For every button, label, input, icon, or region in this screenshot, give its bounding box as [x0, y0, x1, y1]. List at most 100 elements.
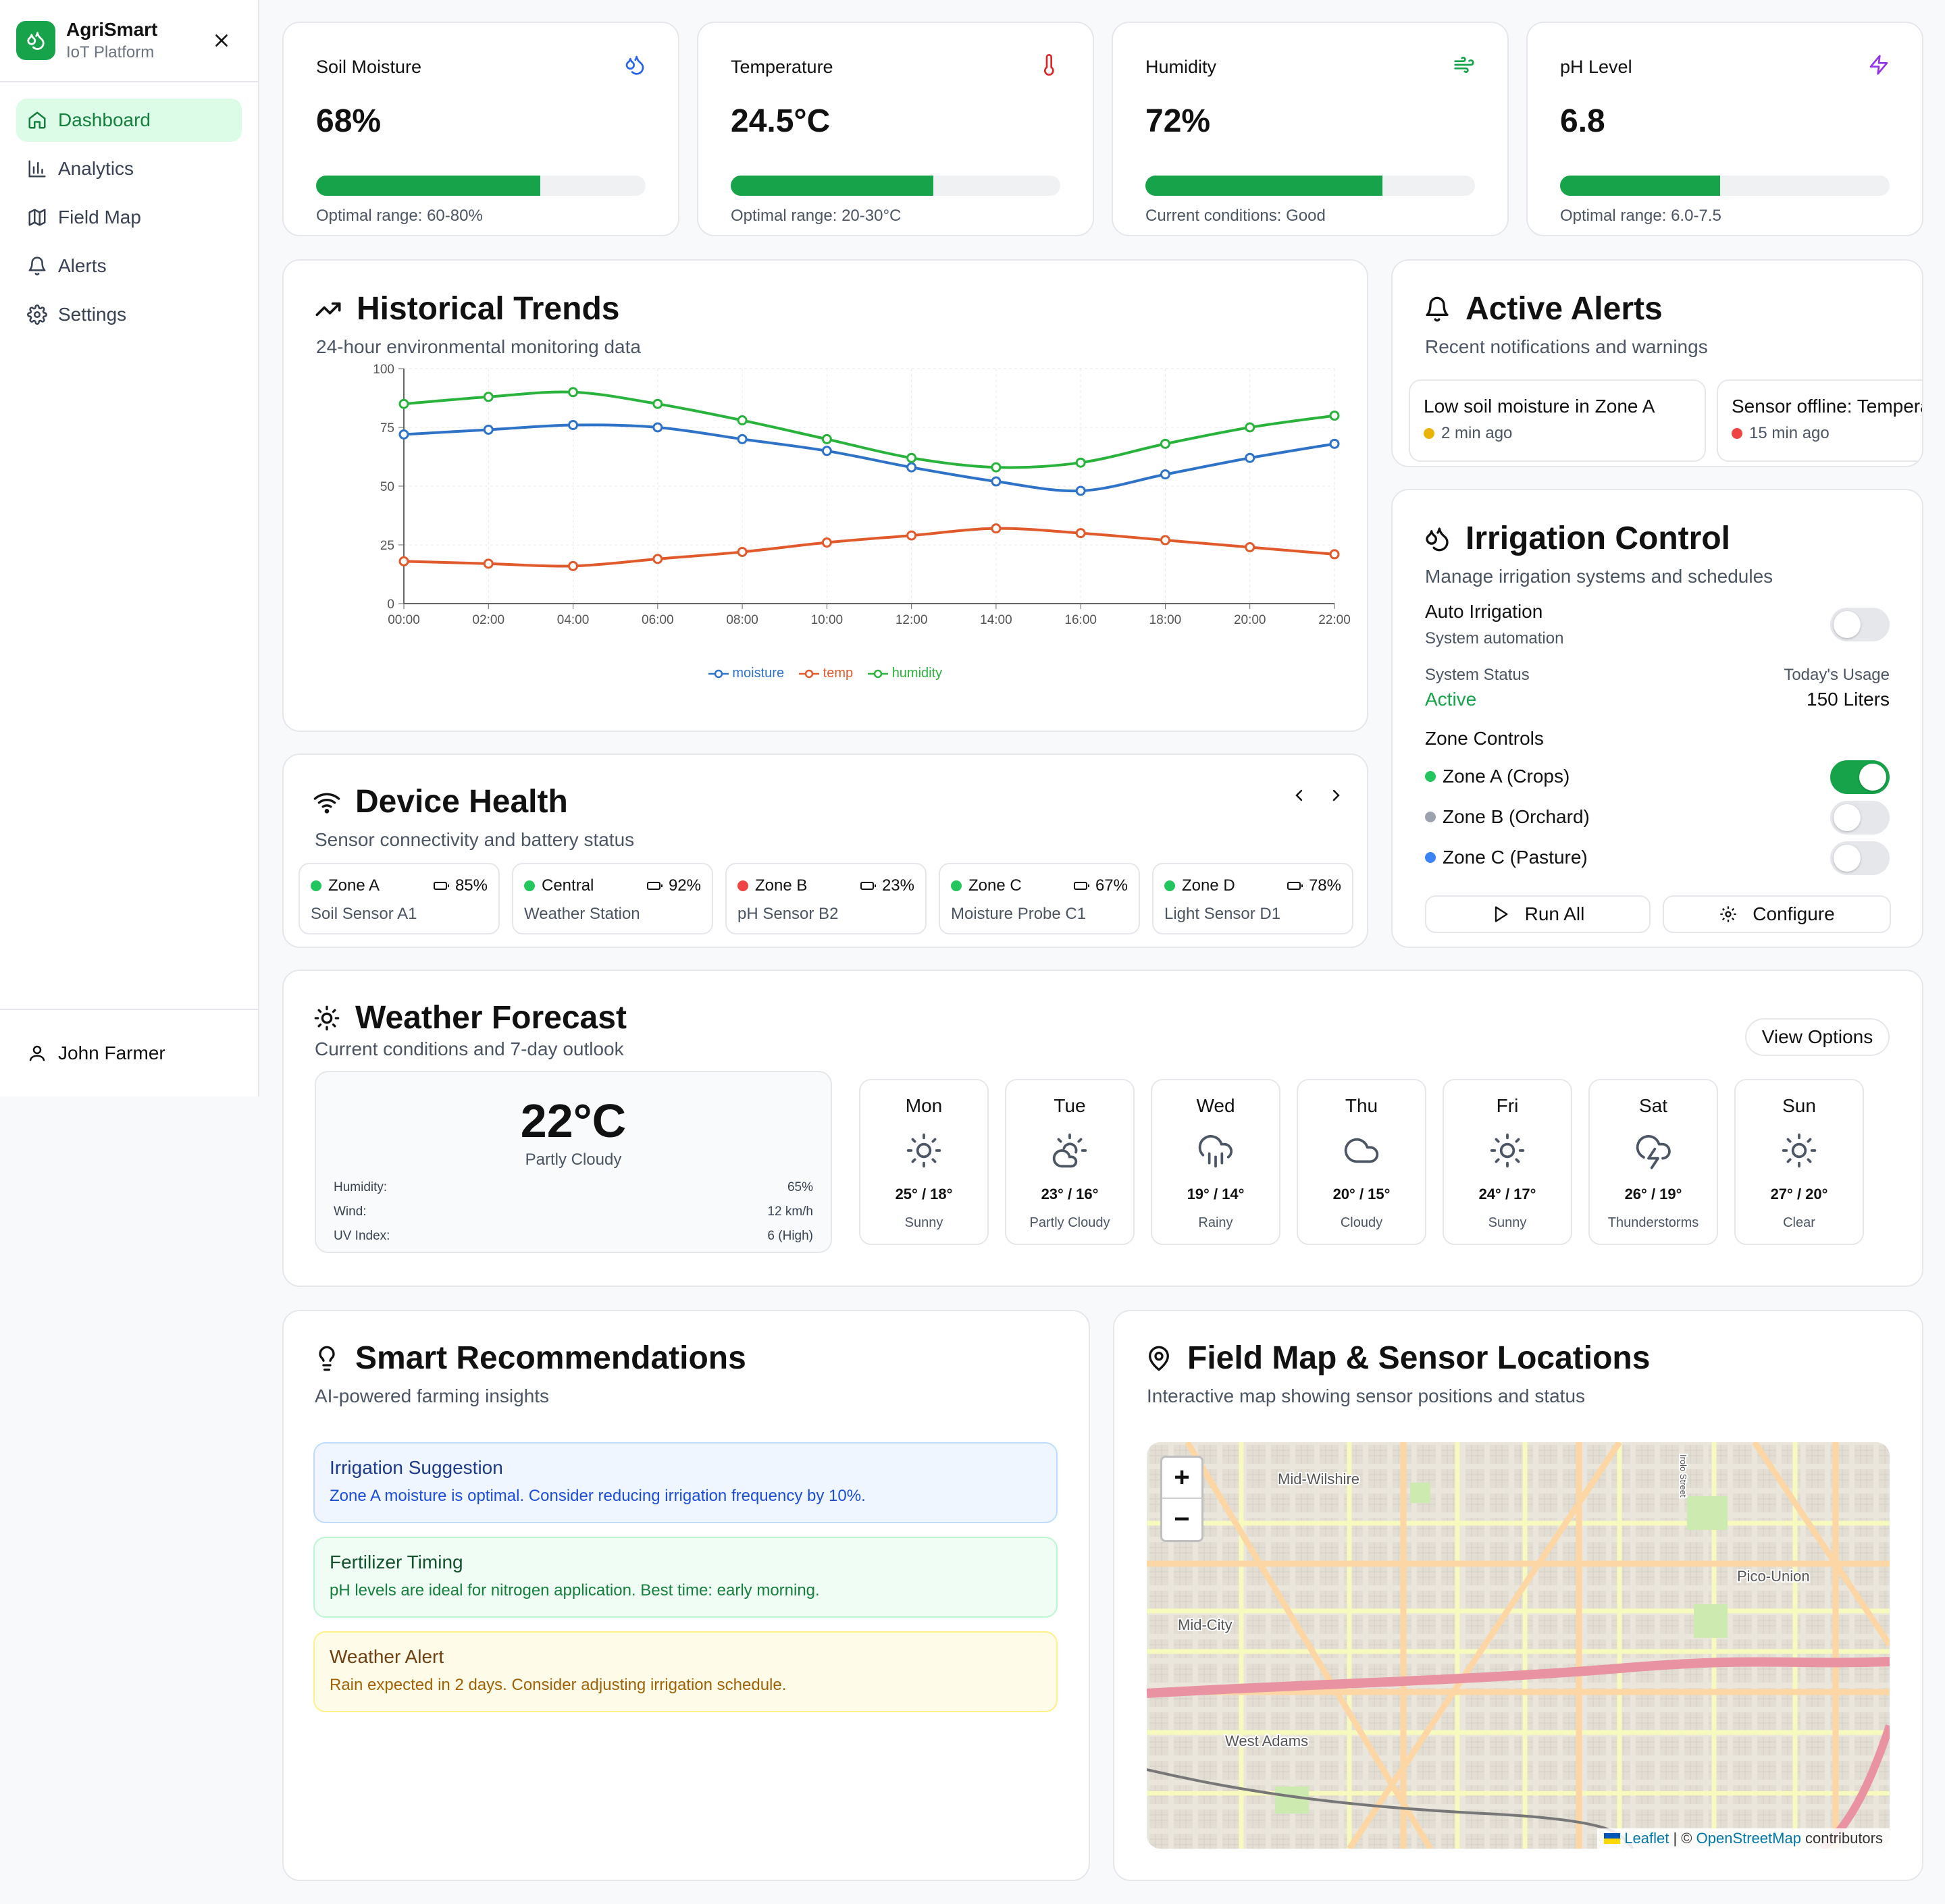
recommendation-item[interactable]: Weather Alert Rain expected in 2 days. C…: [313, 1631, 1058, 1712]
osm-link[interactable]: OpenStreetMap: [1696, 1830, 1801, 1847]
trend-line-chart: 0 25 50 75 100 00:00 02:00 04:00 06:00 08:00 10:00…: [373, 363, 1350, 627]
active-alerts-subtitle: Recent notifications and warnings: [1425, 336, 1708, 357]
user-profile[interactable]: John Farmer: [0, 1009, 258, 1096]
detail-label: UV Index:: [334, 1229, 390, 1243]
progress-fill: [1560, 176, 1720, 196]
historical-trends-subtitle: 24-hour environmental monitoring data: [316, 336, 641, 357]
metric-title: Humidity: [1145, 57, 1217, 77]
forecast-day-card[interactable]: Sat 26° / 19° Thunderstorms: [1588, 1079, 1718, 1245]
legend-item-temp[interactable]: temp: [799, 666, 853, 681]
weather-detail-row: Humidity: 65%: [334, 1180, 813, 1195]
recommendation-item[interactable]: Fertilizer Timing pH levels are ideal fo…: [313, 1537, 1058, 1618]
section-title: Smart Recommendations: [313, 1340, 746, 1377]
irrigation-title: Irrigation Control: [1466, 521, 1730, 556]
zoom-in-button[interactable]: +: [1162, 1458, 1201, 1499]
auto-irrigation-toggle[interactable]: [1830, 608, 1890, 641]
zone-b-toggle[interactable]: [1830, 801, 1890, 835]
device-card[interactable]: Central 92% Weather Station: [512, 863, 713, 934]
legend-marker-icon: [868, 669, 889, 678]
recommendation-item[interactable]: Irrigation Suggestion Zone A moisture is…: [313, 1442, 1058, 1523]
sidebar-item-field-map[interactable]: Field Map: [16, 196, 242, 239]
device-card[interactable]: Zone B 23% pH Sensor B2: [725, 863, 927, 934]
user-icon: [29, 1045, 45, 1061]
forecast-day-card[interactable]: Sun 27° / 20° Clear: [1734, 1079, 1864, 1245]
close-icon[interactable]: [208, 27, 235, 54]
sidebar-item-analytics[interactable]: Analytics: [16, 147, 242, 190]
chevron-left-icon[interactable]: [1287, 783, 1312, 808]
map-pin-icon: [1149, 1346, 1169, 1371]
zone-status-dot: [1425, 812, 1436, 822]
device-battery: 23%: [881, 876, 914, 895]
forecast-condition: Cloudy: [1340, 1215, 1383, 1230]
forecast-day-card[interactable]: Thu 20° / 15° Cloudy: [1297, 1079, 1426, 1245]
irrigation-subtitle: Manage irrigation systems and schedules: [1425, 566, 1773, 587]
alert-item[interactable]: Low soil moisture in Zone A 2 min ago: [1409, 379, 1706, 462]
device-card[interactable]: Zone C 67% Moisture Probe C1: [939, 863, 1140, 934]
recommendations-subtitle: AI-powered farming insights: [315, 1385, 550, 1406]
forecast-temp: 23° / 16°: [1041, 1186, 1099, 1202]
forecast-condition: Rainy: [1198, 1215, 1233, 1230]
device-battery: 67%: [1095, 876, 1128, 895]
alert-item[interactable]: Sensor offline: Temperature 15 min ago: [1717, 379, 1922, 462]
forecast-day: Wed: [1196, 1095, 1235, 1116]
configure-button[interactable]: Configure: [1663, 895, 1891, 933]
map-label: Irolo Street: [1678, 1454, 1688, 1498]
zone-c-toggle[interactable]: [1830, 841, 1890, 875]
device-status-dot: [737, 880, 748, 891]
zoom-out-button[interactable]: −: [1174, 1504, 1190, 1534]
chevron-right-icon[interactable]: [1324, 783, 1348, 808]
data-point-temp: [1160, 535, 1170, 546]
sun-icon: [1736, 1132, 1863, 1172]
play-icon: [1495, 906, 1508, 922]
progress-fill: [731, 176, 934, 196]
device-card[interactable]: Zone A 85% Soil Sensor A1: [299, 863, 500, 934]
data-point-temp: [568, 560, 579, 571]
sidebar-item-settings[interactable]: Settings: [16, 293, 242, 336]
forecast-temp: 20° / 15°: [1332, 1186, 1391, 1202]
legend-item-humidity[interactable]: humidity: [868, 666, 942, 681]
zone-name: Zone A (Crops): [1443, 766, 1570, 787]
zone-a-toggle[interactable]: [1830, 760, 1890, 794]
section-title: Active Alerts: [1424, 290, 1663, 327]
y-tick-label: 0: [387, 598, 394, 612]
forecast-day-card[interactable]: Wed 19° / 14° Rainy: [1151, 1079, 1280, 1245]
trending-up-icon: [315, 302, 341, 316]
sidebar-item-dashboard[interactable]: Dashboard: [16, 99, 242, 142]
x-tick-label: 10:00: [811, 613, 844, 627]
forecast-day-card[interactable]: Tue 23° / 16° Partly Cloudy: [1005, 1079, 1135, 1245]
recommendation-title: Irrigation Suggestion: [330, 1457, 503, 1478]
forecast-temp: 19° / 14°: [1187, 1186, 1245, 1202]
data-point-moisture: [1160, 469, 1170, 480]
data-point-humidity: [906, 452, 917, 463]
weather-detail-row: UV Index: 6 (High): [334, 1229, 813, 1244]
sidebar-item-label: Analytics: [58, 158, 134, 179]
y-tick-label: 25: [380, 539, 394, 553]
ukraine-flag-icon: [1604, 1833, 1621, 1844]
leaflet-map[interactable]: Mid-Wilshire Pico-Union Mid-City West Ad…: [1147, 1442, 1890, 1849]
recommendations-title: Smart Recommendations: [355, 1340, 746, 1376]
data-point-temp: [398, 556, 409, 566]
run-all-button[interactable]: Run All: [1425, 895, 1651, 933]
toggle-knob: [1834, 804, 1861, 831]
wind-icon: [1453, 54, 1475, 79]
metric-note: Optimal range: 20-30°C: [731, 207, 902, 225]
gear-icon: [27, 305, 47, 325]
device-battery: 78%: [1308, 876, 1341, 895]
device-zone: Zone A: [328, 876, 380, 895]
battery-icon: [433, 882, 449, 890]
map-label: Pico-Union: [1737, 1568, 1810, 1585]
data-point-humidity: [398, 398, 409, 409]
chart-legend: moisture temp humidity: [284, 666, 1367, 681]
forecast-day-card[interactable]: Fri 24° / 17° Sunny: [1443, 1079, 1572, 1245]
leaflet-link[interactable]: Leaflet: [1624, 1830, 1669, 1847]
detail-value: 65%: [787, 1180, 813, 1194]
data-point-temp: [737, 546, 748, 557]
data-point-temp: [991, 523, 1002, 534]
forecast-day-card[interactable]: Mon 25° / 18° Sunny: [859, 1079, 989, 1245]
view-options-button[interactable]: View Options: [1745, 1018, 1890, 1056]
data-point-humidity: [1329, 411, 1340, 421]
legend-item-moisture[interactable]: moisture: [708, 666, 784, 681]
sidebar-item-alerts[interactable]: Alerts: [16, 244, 242, 288]
device-card[interactable]: Zone D 78% Light Sensor D1: [1152, 863, 1353, 934]
series-line-humidity: [403, 390, 1335, 469]
